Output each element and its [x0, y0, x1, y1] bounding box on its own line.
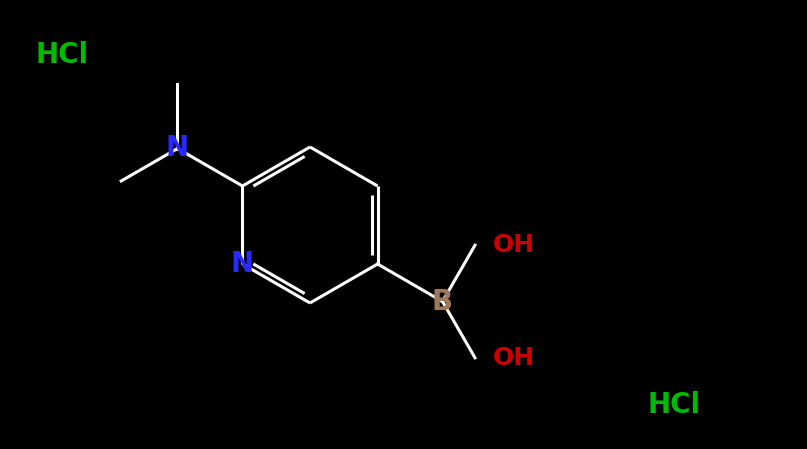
Text: HCl: HCl — [648, 391, 701, 419]
Text: OH: OH — [493, 346, 535, 370]
Text: N: N — [166, 135, 189, 163]
Text: N: N — [231, 250, 254, 278]
Text: HCl: HCl — [35, 41, 88, 69]
Text: OH: OH — [493, 233, 535, 257]
Text: B: B — [432, 287, 453, 316]
